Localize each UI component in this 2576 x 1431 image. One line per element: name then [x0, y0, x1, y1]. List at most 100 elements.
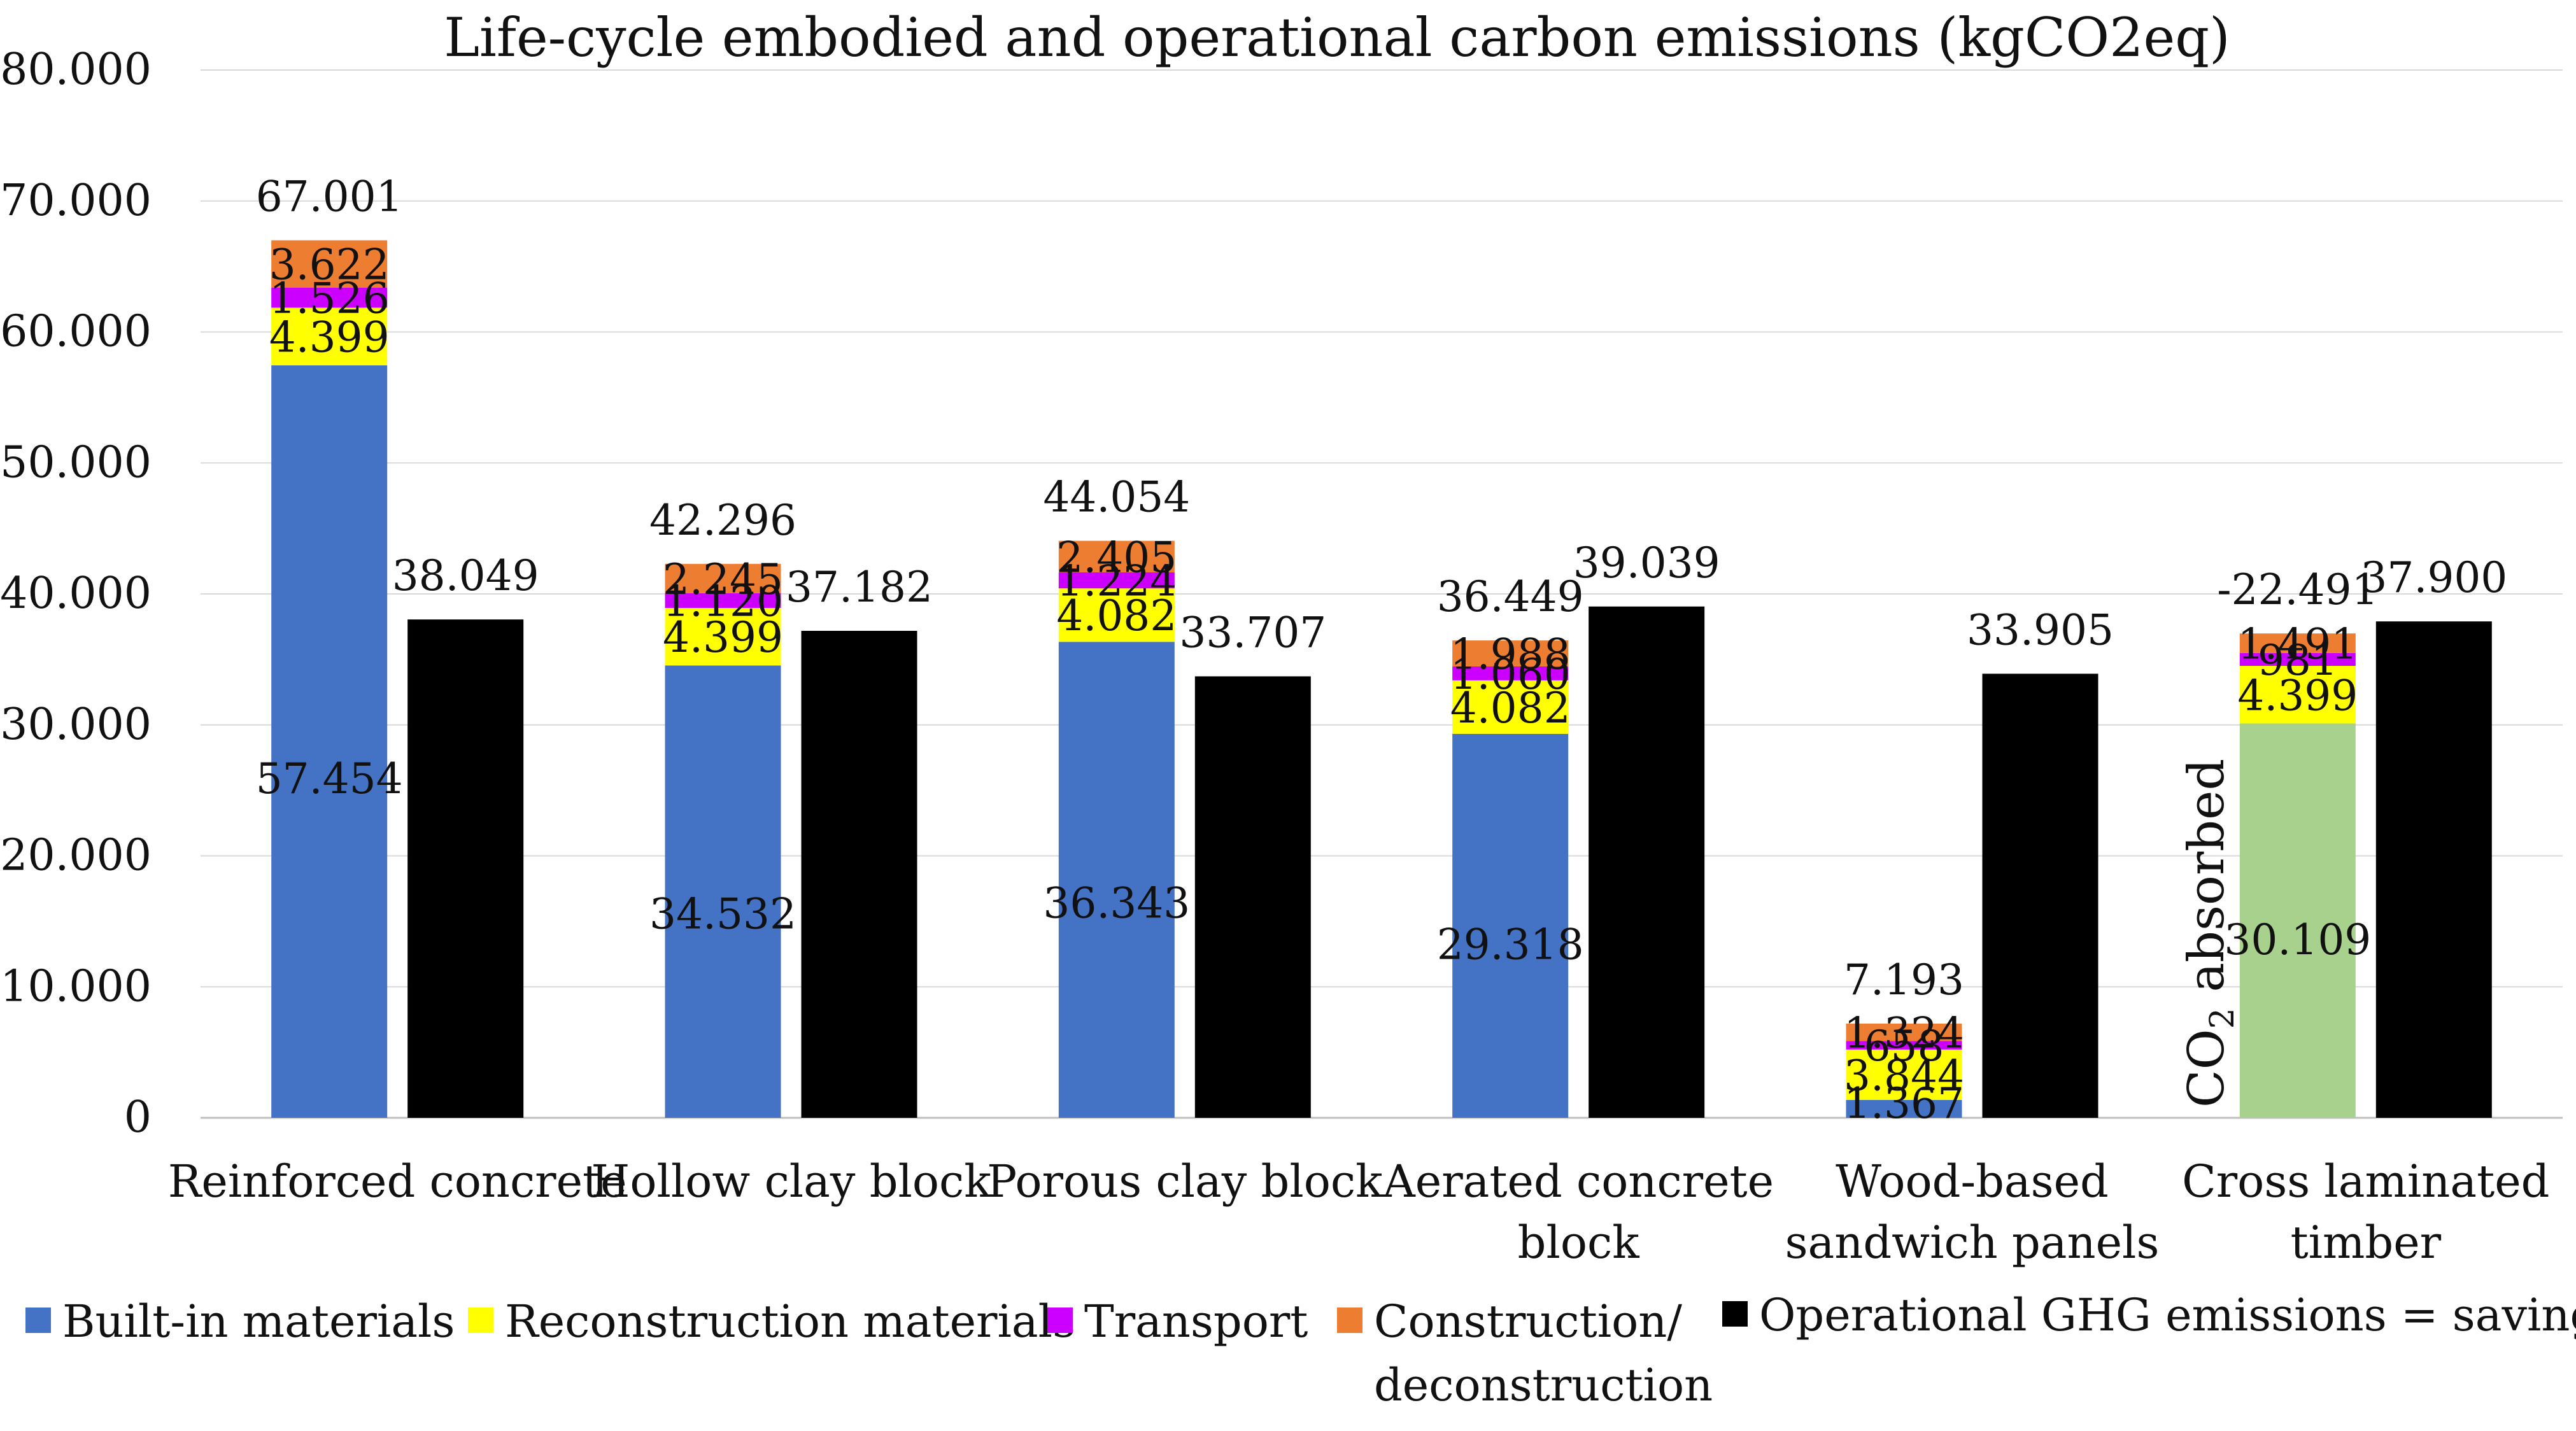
- bar-construction: [271, 240, 388, 288]
- category-label-line: Cross laminated: [2182, 1155, 2549, 1208]
- legend-label-line: Transport: [1084, 1295, 1308, 1348]
- data-label-reconstruction: 4.399: [269, 313, 390, 362]
- data-label-operational: 39.039: [1573, 539, 1720, 588]
- legend-swatch-built_in: [25, 1308, 51, 1333]
- bar-operational: [1194, 676, 1311, 1118]
- y-tick-label: 30.000: [0, 700, 152, 750]
- co2-absorbed-annotation: CO2 absorbed: [2178, 759, 2242, 1108]
- legend-label-line: Reconstruction materials: [505, 1295, 1075, 1348]
- data-label-embodied-total: -22.491: [2217, 565, 2378, 614]
- bar-construction: [1846, 1024, 1962, 1041]
- bar-construction: [665, 563, 781, 593]
- grid-lines: [201, 69, 2563, 1119]
- bar-reconstruction: [1452, 680, 1569, 734]
- bar-transport: [1846, 1041, 1962, 1050]
- data-label-operational: 33.905: [1967, 605, 2114, 654]
- data-label-embodied-total: 42.296: [649, 496, 796, 545]
- data-label-built_in: 57.454: [256, 754, 403, 803]
- category-label: Cross laminated timber: [2182, 1155, 2549, 1269]
- y-tick-label: 80.000: [0, 45, 152, 95]
- bar-operational: [1589, 606, 1705, 1118]
- data-label-construction: 1.491: [2237, 619, 2358, 668]
- bar-built_in: [665, 665, 781, 1118]
- annotation-subscript: 2: [2204, 1008, 2242, 1029]
- data-label-built_in: 36.343: [1043, 879, 1190, 928]
- data-label-reconstruction: 4.082: [1056, 591, 1177, 640]
- data-label-embodied-total: 7.193: [1844, 955, 1964, 1005]
- category-label-line: Wood-based: [1836, 1155, 2109, 1208]
- bar-operational: [2375, 621, 2492, 1118]
- bar-built_in: [2239, 723, 2356, 1118]
- bar-built_in: [1846, 1099, 1962, 1118]
- data-label-operational: 38.049: [392, 551, 539, 600]
- bar-construction: [1058, 540, 1175, 573]
- bar-operational: [801, 630, 917, 1118]
- category-label: Wood-based sandwich panels: [1785, 1155, 2160, 1269]
- data-label-reconstruction: 4.399: [663, 613, 783, 662]
- data-label-operational: 33.707: [1179, 608, 1326, 657]
- data-label-embodied-total: 44.054: [1043, 473, 1190, 522]
- legend-label-line: Construction/: [1374, 1295, 1682, 1348]
- bar-reconstruction: [271, 307, 388, 365]
- legend-swatch-reconstruction: [468, 1308, 493, 1333]
- chart-title: Life-cycle embodied and operational carb…: [444, 6, 2230, 69]
- data-label-operational: 37.900: [2360, 553, 2507, 602]
- legend-label-line: deconstruction: [1374, 1359, 1713, 1411]
- y-tick-label: 60.000: [0, 307, 152, 357]
- category-label: Hollow clay block: [591, 1155, 991, 1208]
- data-label-construction: 2.405: [1056, 533, 1177, 582]
- bar-transport: [665, 593, 781, 608]
- annotation-rest: absorbed: [2178, 759, 2235, 1008]
- annotations: CO2 absorbed: [2178, 759, 2242, 1108]
- bar-reconstruction: [1058, 588, 1175, 642]
- data-label-transport: 1.224: [1056, 557, 1177, 606]
- category-label: Porous clay block: [987, 1155, 1383, 1208]
- legend-label-construction: Construction/deconstruction: [1374, 1295, 1713, 1411]
- bar-reconstruction: [665, 607, 781, 666]
- y-tick-label: 10.000: [0, 961, 152, 1012]
- legend-label-operational: Operational GHG emissions = savings: [1759, 1289, 2576, 1341]
- legend-label-line: Operational GHG emissions = savings: [1759, 1289, 2576, 1341]
- y-tick-label: 50.000: [0, 437, 152, 488]
- data-label-built_in: 1.367: [1844, 1079, 1964, 1128]
- data-label-construction: 1.988: [1450, 630, 1571, 679]
- data-label-operational: 37.182: [786, 563, 933, 612]
- data-label-reconstruction: 3.844: [1844, 1051, 1964, 1100]
- y-tick-label: 70.000: [0, 176, 152, 226]
- data-label-transport: 658: [1864, 1022, 1944, 1071]
- y-axis: 0 10.000 20.000 30.000 40.000 50.000 60.000 70.…: [0, 45, 152, 1143]
- bar-transport: [271, 287, 388, 308]
- y-tick-label: 20.000: [0, 831, 152, 881]
- legend-swatch-construction: [1337, 1308, 1362, 1333]
- y-tick-label: 0: [124, 1092, 152, 1143]
- data-label-built_in: 30.109: [2224, 915, 2371, 964]
- category-label-line: Hollow clay block: [591, 1155, 991, 1208]
- data-label-construction: 2.245: [663, 555, 783, 604]
- data-label-transport: 1.060: [1450, 650, 1571, 699]
- data-label-built_in: 34.532: [649, 889, 796, 938]
- data-labels: 57.4544.3991.5263.62267.00138.04934.5324…: [256, 172, 2508, 1128]
- bar-operational: [407, 619, 524, 1118]
- bars: [271, 240, 2492, 1118]
- bar-transport: [1058, 572, 1175, 589]
- category-label: Aerated concrete block: [1382, 1155, 1774, 1269]
- bar-reconstruction: [2239, 665, 2356, 724]
- bar-built_in: [271, 365, 388, 1118]
- data-label-construction: 1.324: [1844, 1009, 1964, 1058]
- bar-transport: [2239, 652, 2356, 666]
- legend-label-line: Built-in materials: [62, 1295, 455, 1348]
- bar-operational: [1982, 673, 2098, 1118]
- legend: Built-in materials Reconstruction materia…: [25, 1289, 2576, 1411]
- legend-swatch-operational: [1722, 1301, 1748, 1327]
- category-label-line: sandwich panels: [1785, 1216, 2160, 1269]
- y-tick-label: 40.000: [0, 568, 152, 619]
- category-label-line: Aerated concrete: [1382, 1155, 1774, 1208]
- data-label-reconstruction: 4.399: [2237, 671, 2358, 720]
- data-label-transport: 1.120: [663, 577, 783, 626]
- data-label-embodied-total: 36.449: [1437, 572, 1584, 621]
- bar-reconstruction: [1846, 1049, 1962, 1100]
- data-label-reconstruction: 4.082: [1450, 684, 1571, 733]
- category-label: Reinforced concrete: [168, 1155, 627, 1208]
